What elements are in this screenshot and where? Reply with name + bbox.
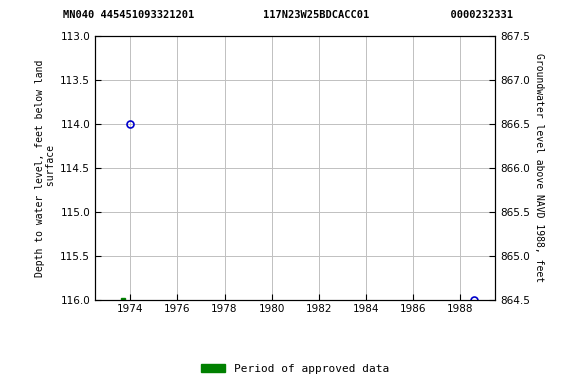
Legend: Period of approved data: Period of approved data xyxy=(196,359,394,378)
Text: MN040 445451093321201           117N23W25BDCACC01             0000232331: MN040 445451093321201 117N23W25BDCACC01 … xyxy=(63,10,513,20)
Y-axis label: Depth to water level, feet below land
 surface: Depth to water level, feet below land su… xyxy=(35,59,56,277)
Y-axis label: Groundwater level above NAVD 1988, feet: Groundwater level above NAVD 1988, feet xyxy=(535,53,544,283)
